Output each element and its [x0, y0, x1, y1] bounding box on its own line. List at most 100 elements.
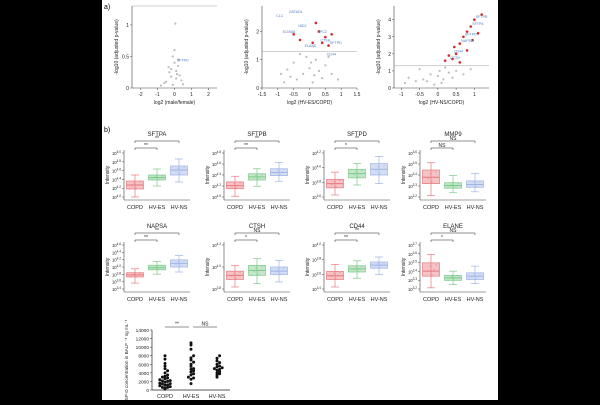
box-CD44-point: [381, 264, 383, 266]
volcano-2-sig-point: [311, 41, 314, 45]
box-SFTPD-point: [335, 186, 337, 188]
dot-plot-point: [166, 385, 170, 389]
dot-plot-y-tick-label: 14000: [136, 328, 150, 334]
box-NAPSA-point: [173, 266, 175, 268]
box-CD44-sig-bracket: [334, 239, 358, 242]
volcano-1-point: [173, 49, 176, 52]
dot-plot-point: [160, 379, 164, 383]
box-MMP9-point: [479, 181, 481, 183]
box-SFTPB-y-tick-label: 104.8: [212, 150, 221, 156]
box-ELANE-y-tick-label: 103.6: [408, 251, 417, 257]
box-SFTPB-sig-bracket: [234, 147, 258, 150]
volcano-2-point: [324, 64, 327, 67]
box-ELANE-y-tick-label: 103.4: [408, 268, 417, 274]
box-SFTPB-point: [261, 173, 263, 176]
volcano-1-point: [168, 71, 171, 74]
volcano-2-y-label: -log10 (adjusted p-value): [244, 19, 250, 75]
box-SFTPA-point: [135, 187, 137, 189]
box-MMP9-point: [475, 185, 477, 188]
box-SFTPA-x-tick-label: COPD: [127, 205, 143, 211]
box-CTSH-x-tick-label: HV-NS: [271, 297, 288, 303]
volcano-2-gene-label: ELANE: [305, 44, 317, 48]
box-MMP9-point: [457, 182, 459, 185]
box-MMP9-point: [429, 172, 431, 175]
box-CTSH-title: CTSH: [249, 224, 265, 230]
volcano-3-x-tick-label: 0: [436, 92, 439, 98]
box-CTSH-point: [229, 278, 231, 281]
box-SFTPB-x-tick-label: COPD: [227, 205, 243, 211]
volcano-3-point: [425, 80, 428, 83]
box-NAPSA-point: [155, 265, 157, 268]
box-SFTPB-point: [275, 172, 277, 174]
volcano-3-sig-point: [469, 25, 473, 28]
box-SFTPB-title: SFTPB: [247, 132, 266, 138]
volcano-3-point: [451, 76, 454, 79]
box-CD44-y-tick-label: 103.4: [312, 286, 321, 292]
volcano-2-point: [305, 55, 308, 58]
box-NAPSA-x-tick-label: HV-ES: [149, 297, 166, 303]
volcano-1-y-label: -log10 (adjusted p-value): [114, 19, 120, 75]
box-SFTPD-y-tick-label: 104.2: [312, 150, 321, 156]
box-SFTPB-y-tick-label: 104.6: [212, 161, 221, 167]
volcano-2-point: [311, 81, 314, 84]
box-SFTPB-point: [277, 169, 279, 172]
box-SFTPA-point: [183, 166, 185, 169]
volcano-1-point: [159, 84, 162, 87]
box-NAPSA-point: [161, 265, 163, 267]
dot-plot-y-tick-label: 6000: [138, 362, 149, 368]
box-CTSH-sig-label: *: [245, 235, 247, 241]
box-NAPSA-point: [133, 273, 135, 275]
volcano-3-x-tick-label: -1: [399, 92, 404, 98]
volcano-2-gene-label: S100A8: [283, 30, 296, 34]
dot-plot-y-tick-label: 8000: [138, 354, 149, 360]
volcano-1-point: [175, 77, 178, 80]
dot-plot-point: [218, 361, 222, 365]
box-CD44-point: [329, 278, 331, 281]
box-SFTPD-point: [373, 174, 375, 176]
box-ELANE-point: [449, 277, 451, 280]
box-ELANE-box: [422, 262, 440, 277]
box-MMP9-point: [473, 181, 475, 184]
volcano-1-point: [175, 73, 179, 76]
box-SFTPD-point: [361, 169, 363, 172]
box-SFTPA-point: [139, 181, 141, 183]
box-ELANE-x-tick-label: COPD: [423, 297, 439, 303]
box-ELANE-point: [457, 275, 459, 277]
box-CD44-point: [355, 266, 357, 269]
panel-b-label: b): [104, 127, 110, 134]
volcano-3-sig-point: [458, 61, 462, 64]
dot-plot-point: [166, 383, 170, 387]
box-SFTPD-point: [355, 170, 357, 173]
box-NAPSA-point: [159, 266, 161, 269]
box-SFTPD-point: [353, 173, 355, 176]
box-NAPSA-sig-bracket: [134, 232, 180, 235]
volcano-2-y-tick-label: 2: [256, 29, 259, 35]
box-SFTPB-point: [283, 169, 285, 171]
volcano-2-x-label: log2 (HV-ES/COPD): [287, 100, 332, 106]
box-CD44-point: [359, 268, 361, 270]
volcano-3-point: [447, 71, 450, 74]
box-SFTPA-point: [137, 184, 139, 186]
dot-plot-point: [163, 354, 167, 358]
volcano-1-x-label: log2 (male/female): [154, 100, 196, 106]
box-SFTPB-point: [239, 182, 241, 184]
box-SFTPB-point: [273, 174, 275, 177]
box-SFTPA-point: [177, 167, 179, 170]
volcano-2-point: [317, 69, 321, 73]
dot-plot-point: [189, 364, 193, 368]
box-CTSH-point: [257, 273, 259, 275]
box-CD44-point: [339, 271, 341, 274]
volcano-3-point: [418, 68, 421, 71]
box-ELANE-x-tick-label: HV-NS: [467, 297, 484, 303]
dot-plot-point: [189, 367, 193, 371]
box-SFTPA-point: [161, 175, 163, 177]
dot-plot-point: [218, 372, 222, 376]
volcano-3-x-tick-label: 0.5: [453, 92, 460, 98]
box-NAPSA-point: [175, 263, 177, 266]
volcano-3-point: [422, 78, 425, 81]
volcano-3-sig-point: [443, 59, 447, 62]
box-SFTPB-y-tick-label: 104.0: [212, 194, 221, 200]
volcano-2-point: [309, 61, 313, 64]
volcano-3-sig-point: [465, 30, 469, 33]
dot-plot-point: [218, 370, 222, 374]
